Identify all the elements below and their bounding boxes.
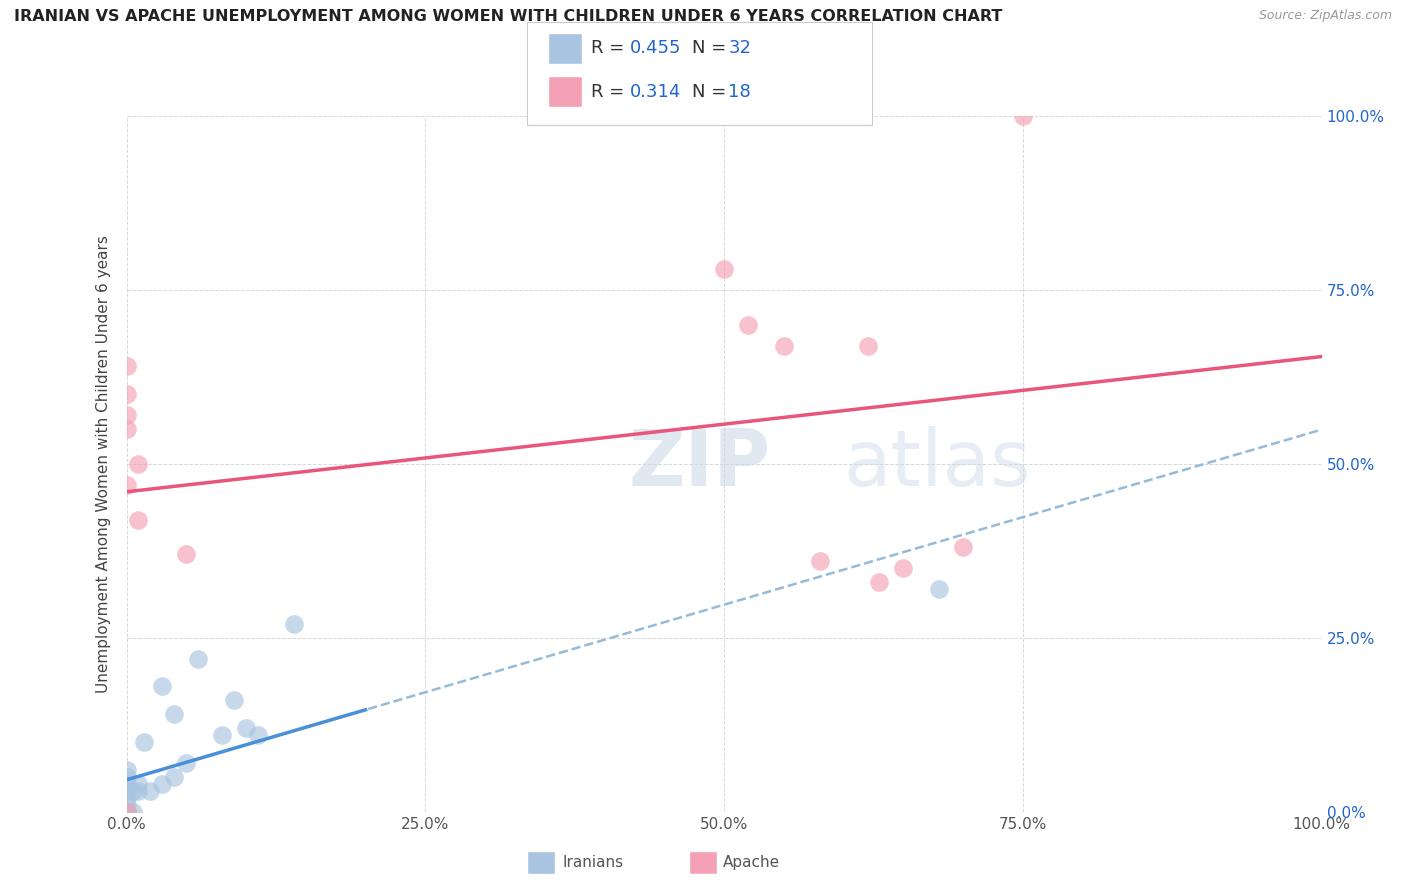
Text: R =: R = — [591, 39, 630, 57]
Point — [163, 770, 186, 784]
Text: ZIP: ZIP — [628, 425, 770, 502]
Point — [115, 805, 138, 819]
Point — [115, 763, 138, 777]
Text: IRANIAN VS APACHE UNEMPLOYMENT AMONG WOMEN WITH CHILDREN UNDER 6 YEARS CORRELATI: IRANIAN VS APACHE UNEMPLOYMENT AMONG WOM… — [14, 9, 1002, 24]
Text: 0.455: 0.455 — [630, 39, 682, 57]
Point — [115, 805, 138, 819]
Point — [187, 651, 209, 665]
Point — [115, 805, 138, 819]
Point — [115, 387, 138, 401]
Point — [928, 582, 950, 596]
Point — [115, 408, 138, 422]
Point — [115, 784, 138, 798]
Point — [115, 777, 138, 791]
Text: 0.314: 0.314 — [630, 83, 682, 101]
Point — [1011, 109, 1033, 123]
Point — [174, 756, 197, 770]
Point — [247, 728, 270, 742]
Point — [856, 338, 879, 352]
Text: N =: N = — [692, 83, 731, 101]
Text: 32: 32 — [728, 39, 751, 57]
Point — [773, 338, 796, 352]
Point — [713, 262, 735, 277]
Point — [115, 805, 138, 819]
Text: Source: ZipAtlas.com: Source: ZipAtlas.com — [1258, 9, 1392, 22]
Point — [127, 784, 149, 798]
Point — [115, 805, 138, 819]
Point — [121, 805, 143, 819]
Point — [134, 735, 156, 749]
Point — [808, 554, 831, 568]
Text: 18: 18 — [728, 83, 751, 101]
Point — [115, 359, 138, 374]
Point — [115, 477, 138, 491]
Point — [150, 680, 174, 694]
Point — [163, 707, 186, 722]
Point — [127, 512, 149, 526]
Text: Apache: Apache — [723, 855, 780, 870]
Point — [127, 777, 149, 791]
Point — [868, 575, 891, 590]
Text: N =: N = — [692, 39, 731, 57]
Point — [222, 693, 246, 707]
Point — [283, 616, 305, 631]
Point — [115, 770, 138, 784]
Point — [115, 805, 138, 819]
Point — [115, 805, 138, 819]
Y-axis label: Unemployment Among Women with Children Under 6 years: Unemployment Among Women with Children U… — [96, 235, 111, 693]
Point — [115, 790, 138, 805]
Text: Iranians: Iranians — [562, 855, 623, 870]
Point — [115, 797, 138, 812]
Point — [211, 728, 233, 742]
Point — [139, 784, 162, 798]
Point — [150, 777, 174, 791]
Point — [737, 318, 759, 332]
Point — [127, 457, 149, 471]
Point — [891, 561, 914, 575]
Point — [115, 805, 138, 819]
Point — [115, 805, 138, 819]
Text: atlas: atlas — [844, 425, 1031, 502]
Point — [952, 541, 974, 555]
Point — [235, 721, 257, 735]
Point — [121, 784, 143, 798]
Text: R =: R = — [591, 83, 630, 101]
Point — [115, 422, 138, 436]
Point — [174, 547, 197, 561]
